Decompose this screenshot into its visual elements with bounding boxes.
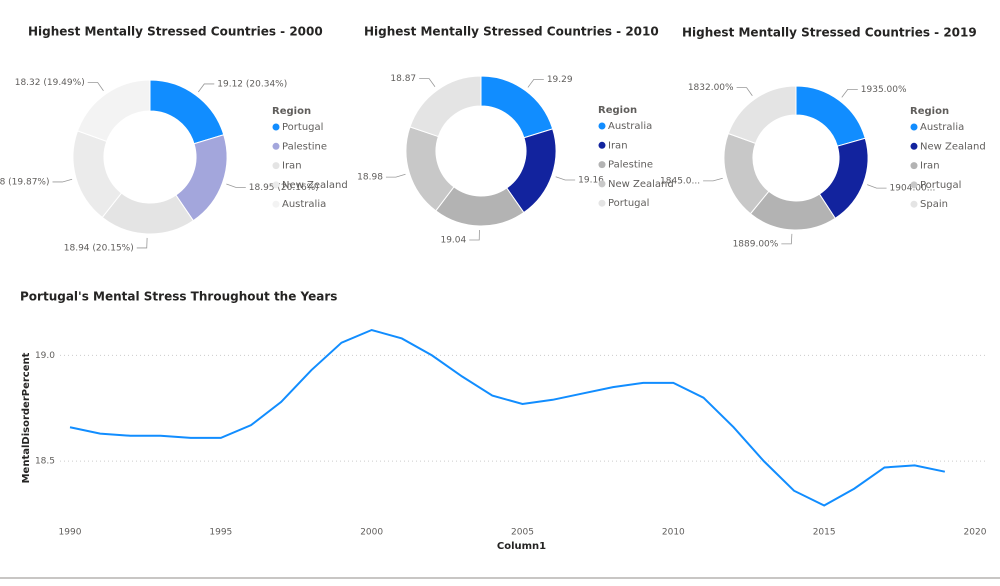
chart-title: Portugal's Mental Stress Throughout the … [20,290,337,304]
legend-marker [272,162,280,170]
data-label: 18.68 (19.87%) [0,177,49,187]
legend-label: Iran [920,161,940,172]
legend-label: Portugal [608,198,649,209]
y-tick-label: 18.5 [35,457,55,467]
leader-line [469,229,480,241]
leader-line [87,82,104,91]
chart-title: Highest Mentally Stressed Countries - 20… [364,25,659,39]
legend-marker [272,181,280,189]
data-label: 1889.00% [733,239,779,249]
data-label: 19.16 [578,175,604,185]
legend-marker [910,200,918,208]
legend-label: Australia [608,121,652,132]
data-label: 18.98 [357,173,383,183]
leader-line [527,78,544,88]
legend-title: Region [598,105,637,116]
leader-line [136,237,148,249]
legend-label: Australia [282,199,326,210]
y-axis-label: MentalDisorderPercent [21,352,32,483]
legend-marker [272,142,280,150]
y-tick-label: 19.0 [35,351,55,361]
data-label: 1935.00% [861,85,907,95]
data-label: 19.04 [440,235,466,245]
leader-line [197,83,215,93]
legend-marker [598,180,606,188]
chart-title: Highest Mentally Stressed Countries - 20… [682,26,977,40]
data-label: 18.32 (19.49%) [15,78,85,88]
donut-slice [76,79,151,143]
x-tick-label: 2005 [511,528,534,538]
legend-label: New Zealand [920,141,986,152]
x-axis-label: Column1 [497,541,546,552]
legend-marker [598,141,606,149]
x-tick-label: 2015 [813,528,836,538]
leader-line [385,173,406,178]
legend-marker [910,142,918,150]
legend-title: Region [910,106,949,117]
data-label: 18.87 [390,74,416,84]
legend-label: Portugal [920,180,961,191]
data-label: 18.94 (20.15%) [64,243,134,253]
leader-line [555,176,576,181]
legend-label: Portugal [282,122,323,133]
leader-line [703,177,723,182]
legend-marker [598,161,606,169]
legend-label: Iran [282,161,302,172]
leader-line [736,87,753,97]
data-label: 19.12 (20.34%) [217,79,287,89]
x-tick-label: 1995 [209,528,232,538]
x-tick-label: 2020 [964,528,987,538]
x-tick-label: 1990 [59,528,82,538]
leader-line [52,178,73,183]
legend-label: New Zealand [282,180,348,191]
legend-label: Palestine [282,141,327,152]
x-tick-label: 2010 [662,528,685,538]
legend-label: Palestine [608,160,653,171]
leader-line [419,78,436,88]
legend-marker [598,199,606,207]
donut-slice [480,75,554,139]
data-label: 19.29 [547,75,573,85]
legend-title: Region [272,106,311,117]
leader-line [841,88,858,98]
data-label: 1832.00% [688,83,734,93]
leader-line [226,183,246,188]
data-line [69,328,946,507]
legend-label: New Zealand [608,179,674,190]
legend-marker [910,181,918,189]
legend-label: Spain [920,199,948,210]
x-tick-label: 2000 [360,528,383,538]
legend-marker [910,123,918,131]
legend-label: Australia [920,122,964,133]
legend-marker [272,123,280,131]
data-label: 1904.00... [890,184,936,194]
legend-marker [910,162,918,170]
donut-slice [727,85,797,145]
legend-marker [598,122,606,130]
data-label: 18.95 (20.16%) [249,183,319,193]
leader-line [781,233,793,245]
legend-marker [272,200,280,208]
leader-line [867,184,887,189]
chart-title: Highest Mentally Stressed Countries - 20… [28,25,323,39]
donut-slice [409,75,482,138]
donut-slice [149,79,225,145]
data-label: 1845.0... [660,176,700,186]
donut-slice [795,85,866,147]
legend-label: Iran [608,140,628,151]
